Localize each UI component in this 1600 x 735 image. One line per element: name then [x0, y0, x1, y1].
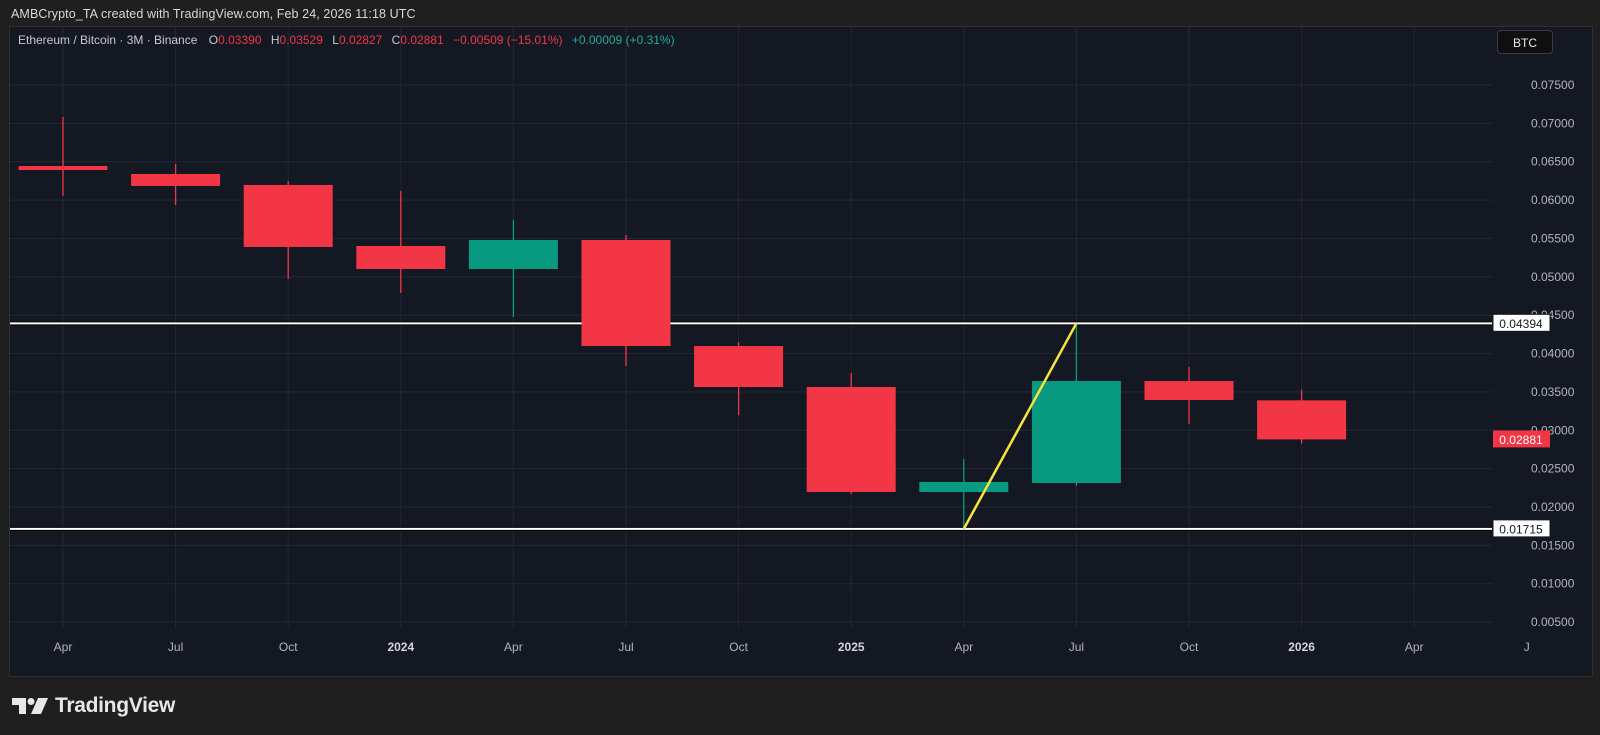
candle-body [1144, 381, 1234, 400]
y-axis-tick-label: 0.06500 [1531, 155, 1575, 169]
tradingview-logo-icon [12, 698, 48, 714]
grid-lines [10, 27, 1492, 628]
candle-body [694, 346, 784, 388]
x-axis-tick-label: 2025 [838, 640, 865, 654]
candle-body [243, 184, 333, 247]
y-axis-tick-label: 0.06000 [1531, 193, 1575, 207]
chart-credit: AMBCrypto_TA created with TradingView.co… [11, 7, 416, 21]
y-axis-tick-label: 0.05500 [1531, 231, 1575, 245]
change-after-hours-value: +0.00009 (+0.31%) [571, 33, 675, 47]
candle[interactable] [243, 180, 333, 279]
candle-body [919, 482, 1009, 492]
close-value: 0.02881 [400, 33, 444, 47]
x-axis-tick-label: Apr [1405, 640, 1424, 654]
y-axis-tick-label: 0.04000 [1531, 347, 1575, 361]
candle-body [468, 239, 558, 269]
candle[interactable] [1144, 366, 1234, 424]
x-axis-tick-label: Oct [1180, 640, 1199, 654]
candle[interactable] [1257, 389, 1347, 444]
level-price-tag [1492, 313, 1551, 332]
level-price-text: 0.04394 [1499, 317, 1543, 331]
currency-unit-button[interactable]: BTC [1497, 30, 1553, 54]
level-price-label: 0.04394 [1492, 313, 1551, 332]
change-value: −0.00509 (−15.01%) [453, 33, 563, 47]
close-label: C [391, 33, 401, 47]
candle-body [806, 387, 896, 492]
x-axis-tick-label: Jul [168, 640, 183, 654]
open-value: 0.03390 [218, 33, 262, 47]
y-axis-tick-label: 0.07500 [1531, 78, 1575, 92]
trendline[interactable] [962, 322, 1078, 530]
y-axis-tick-label: 0.02000 [1531, 500, 1575, 514]
candles [18, 116, 1347, 529]
x-axis-tick-label: Oct [729, 640, 748, 654]
candle-body [18, 166, 108, 171]
candle[interactable] [919, 458, 1009, 529]
candle-body [356, 245, 446, 269]
low-label: L [332, 33, 339, 47]
candle[interactable] [18, 116, 108, 197]
x-axis-tick-label: Jul [618, 640, 633, 654]
y-axis-tick-label: 0.05000 [1531, 270, 1575, 284]
candle[interactable] [356, 190, 446, 294]
candle[interactable] [1031, 323, 1121, 486]
y-axis-tick-label: 0.01500 [1531, 538, 1575, 552]
symbol-legend: Ethereum / Bitcoin · 3M · Binance O0.033… [18, 33, 675, 47]
x-axis-tick-label: Jul [1069, 640, 1084, 654]
high-value: 0.03529 [279, 33, 323, 47]
level-price-tag [1492, 519, 1551, 538]
x-axis-tick-label: Apr [54, 640, 73, 654]
last-price-label: 0.02881 [1493, 430, 1550, 448]
y-axis-tick-label: 0.00500 [1531, 615, 1575, 629]
candle-body [1257, 400, 1347, 440]
last-price-text: 0.02881 [1499, 433, 1543, 447]
x-axis-tick-label: 2024 [387, 640, 414, 654]
candle-body [581, 239, 671, 347]
candle[interactable] [131, 164, 221, 206]
x-axis-tick-label: Apr [504, 640, 523, 654]
y-axis-tick-label: 0.02500 [1531, 462, 1575, 476]
chart-pane[interactable] [9, 26, 1593, 677]
candle-body [1031, 381, 1121, 483]
low-value: 0.02827 [338, 33, 383, 47]
tradingview-logo-text: TradingView [55, 694, 176, 717]
candle[interactable] [806, 372, 896, 494]
open-label: O [208, 33, 219, 47]
candle-body [131, 174, 221, 186]
y-axis-tick-label: 0.07000 [1531, 116, 1575, 130]
tradingview-logo[interactable]: TradingView [12, 694, 175, 718]
x-axis-tick-label: 2026 [1288, 640, 1315, 654]
x-axis-tick-label: J [1524, 640, 1530, 654]
candle[interactable] [468, 219, 558, 318]
x-axis-tick-label: Oct [279, 640, 298, 654]
candle[interactable] [581, 235, 671, 366]
last-price-tag [1493, 430, 1550, 448]
level-price-text: 0.01715 [1499, 522, 1543, 536]
candle[interactable] [694, 342, 784, 416]
x-axis-tick-label: Apr [954, 640, 973, 654]
high-label: H [270, 33, 280, 47]
y-axis-tick-label: 0.03500 [1531, 385, 1575, 399]
level-price-label: 0.01715 [1492, 519, 1551, 538]
symbol-title[interactable]: Ethereum / Bitcoin · 3M · Binance [18, 33, 198, 47]
y-axis-tick-label: 0.01000 [1531, 577, 1575, 591]
